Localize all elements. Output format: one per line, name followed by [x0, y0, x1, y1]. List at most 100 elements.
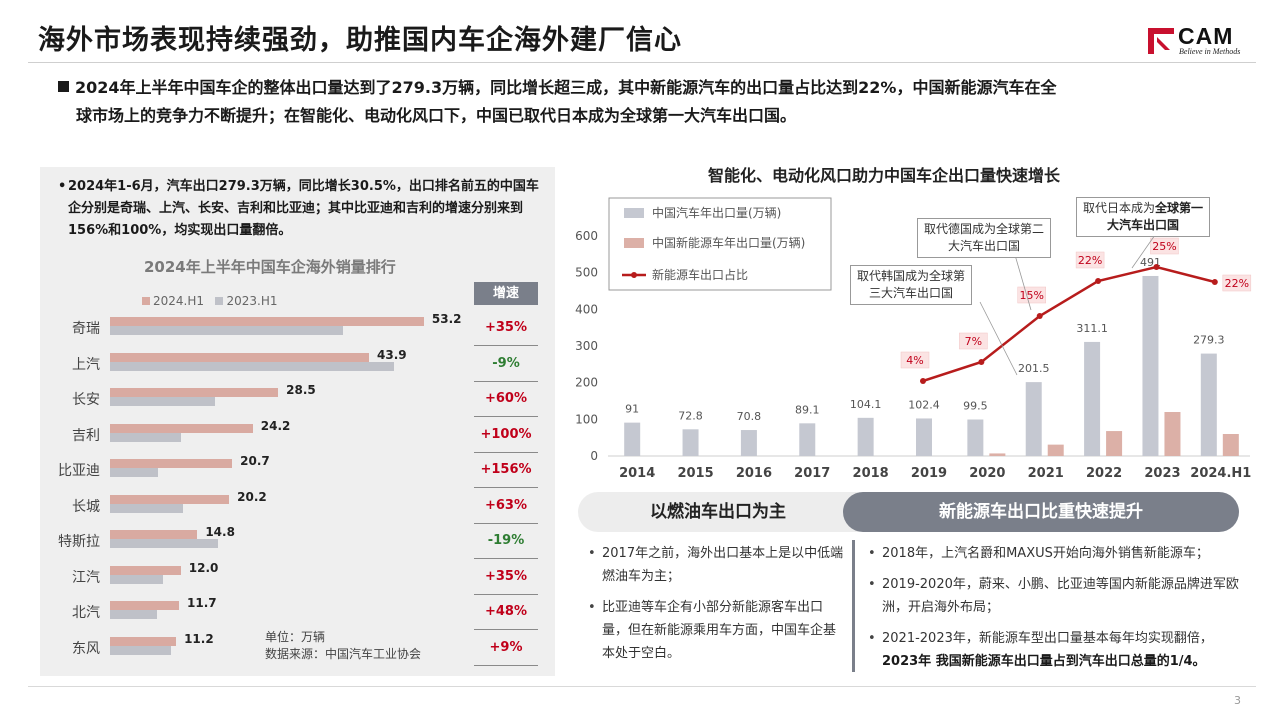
growth-value: +35%: [484, 568, 527, 584]
y-tick-label: 0: [590, 449, 598, 463]
callout-japan: 取代日本成为全球第一 大汽车出口国: [1076, 197, 1211, 237]
bar-total-label: 201.5: [1018, 362, 1050, 375]
x-tick-label: 2020: [969, 466, 1005, 481]
nev-share-line: [922, 265, 1216, 383]
category-label: 东风: [72, 640, 100, 657]
category-label: 吉利: [72, 427, 100, 444]
nev-share-label-bg: [900, 351, 930, 369]
growth-divider: [474, 345, 538, 346]
bar-total-export: [857, 417, 874, 456]
page-number: 3: [1234, 694, 1241, 707]
summary-line-2: 球市场上的竞争力不断提升；在智能化、电动化风口下，中国已取代日本成为全球第一大汽…: [76, 106, 797, 125]
nev-share-label: 7%: [965, 335, 982, 348]
category-label: 长安: [72, 392, 100, 408]
nev-share-label: 22%: [1225, 277, 1249, 290]
nev-bullet-2: 2019-2020年，蔚来、小鹏、比亚迪等国内新能源品牌进军欧洲，开启海外布局；: [866, 573, 1256, 619]
growth-header: 增速: [474, 282, 538, 305]
legend-label-2023: 2023.H1: [226, 294, 278, 308]
x-tick-label: 2019: [911, 466, 947, 481]
bar-2023: [110, 610, 157, 619]
value-label: 24.2: [260, 418, 291, 433]
growth-value: +156%: [480, 462, 532, 477]
value-label: 53.2: [431, 312, 462, 326]
y-tick-label: 300: [575, 339, 598, 353]
bar-total-label: 72.8: [678, 409, 703, 422]
callout-korea-line2: 三大汽车出口国: [869, 286, 954, 300]
callout-korea: 取代韩国成为全球第 三大汽车出口国: [850, 265, 973, 305]
nev-share-point: [1153, 264, 1160, 270]
growth-divider: [474, 487, 538, 488]
bar-2023: [110, 432, 182, 442]
bar-total-export: [1084, 341, 1101, 456]
callout-japan-line1: 取代日本成为: [1083, 201, 1156, 215]
bar-2023: [110, 361, 394, 371]
legend-label-share: 新能源车出口占比: [652, 267, 748, 282]
y-tick-label: 500: [575, 266, 598, 280]
growth-value: +63%: [484, 497, 527, 513]
bar-2023: [110, 468, 158, 477]
bar-nev-export: [1106, 431, 1123, 456]
bar-total-export: [682, 429, 699, 456]
callout-japan-line2: 大汽车出口国: [1107, 218, 1180, 232]
nev-share-point: [1211, 279, 1218, 285]
growth-value: +9%: [489, 639, 523, 655]
callout-korea-line1: 取代韩国成为全球第: [857, 269, 966, 283]
growth-divider: [474, 664, 538, 666]
bar-total-label: 70.8: [737, 410, 762, 423]
x-tick-label: 2018: [853, 466, 889, 481]
value-label: 43.9: [377, 347, 407, 362]
section-nev-header: 新能源车出口比重快速提升: [843, 492, 1239, 532]
category-label: 上汽: [72, 356, 100, 373]
nev-share-label-bg: [1075, 251, 1105, 269]
left-panel: • 2024年1-6月，汽车出口279.3万辆，同比增长30.5%，出口排名前五…: [40, 167, 555, 676]
cam-logo: CAM Believe in Methods: [1148, 23, 1258, 56]
logo-subtitle: Believe in Methods: [1179, 47, 1241, 56]
nev-share-point: [920, 378, 926, 384]
nev-share-label-bg: [1150, 237, 1179, 255]
growth-divider: [474, 522, 538, 524]
nev-share-label: 4%: [906, 354, 923, 367]
bar-2024: [110, 317, 424, 326]
bar-total-label: 91: [625, 403, 639, 416]
callout-japan-line1-bold: 全球第一: [1155, 201, 1204, 215]
growth-value: +35%: [484, 320, 527, 335]
bar-2023: [110, 326, 344, 335]
category-label: 北汽: [72, 605, 100, 621]
category-label: 特斯拉: [58, 534, 100, 550]
x-tick-label: 2014: [619, 466, 655, 481]
left-panel-note-text: 2024年1-6月，汽车出口279.3万辆，同比增长30.5%，出口排名前五的中…: [68, 179, 539, 238]
nev-share-label-bg: [1017, 286, 1046, 304]
x-tick-label: 2022: [1086, 466, 1122, 481]
legend-label-2024: 2024.H1: [153, 294, 205, 308]
bar-total-label: 89.1: [795, 403, 820, 416]
nev-bullets: 2018年，上汽名爵和MAXUS开始向海外销售新能源车； 2019-2020年，…: [866, 542, 1256, 681]
logo-text: CAM: [1178, 23, 1234, 49]
page-title: 海外市场表现持续强劲，助推国内车企海外建厂信心: [38, 25, 682, 56]
growth-value: +60%: [484, 391, 527, 406]
bar-2024: [110, 352, 369, 362]
legend-swatch-total: [624, 208, 644, 218]
export-chart: 0 100 200 300 400 500 600 91 2014 72.8 2015 70.8 201…: [575, 197, 1251, 481]
y-tick-label: 400: [575, 302, 598, 316]
legend-swatch-2024: [142, 297, 150, 305]
bar-2024: [110, 388, 279, 397]
callout-korea-connector: [979, 301, 1018, 376]
value-label: 20.7: [240, 454, 270, 468]
bar-nev-export: [1164, 412, 1181, 456]
bar-2023: [110, 539, 218, 548]
bar-2024: [110, 423, 253, 433]
nev-share-label: 25%: [1152, 240, 1176, 253]
bar-2024: [110, 530, 198, 539]
value-label: 12.0: [188, 560, 219, 575]
bar-2023: [110, 645, 171, 655]
bar-total-label: 102.4: [908, 398, 940, 411]
bar-total-label: 279.3: [1193, 334, 1225, 347]
square-bullet-icon: [58, 81, 69, 92]
x-tick-label: 2015: [677, 466, 713, 481]
summary-text: 2024年上半年中国车企的整体出口量达到了279.3万辆，同比增长超三成，其中新…: [58, 74, 1258, 130]
bar-2024: [110, 636, 177, 646]
value-label: 14.8: [205, 525, 235, 539]
header-divider: [28, 62, 1256, 63]
legend-swatch-share-dot: [631, 272, 637, 278]
growth-divider: [474, 629, 538, 630]
